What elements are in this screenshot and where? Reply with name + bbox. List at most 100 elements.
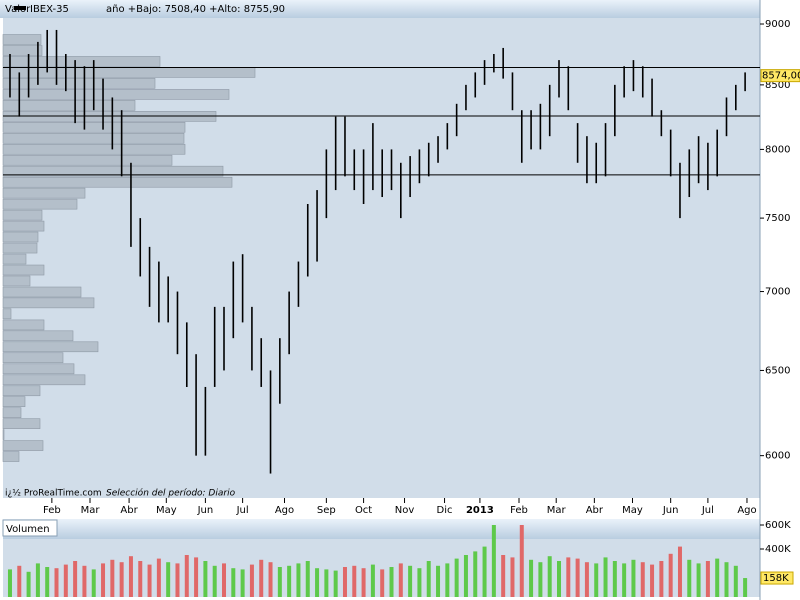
volume-bar [547,556,552,597]
volume-title-box [2,519,58,537]
x-tick-label: Oct [355,505,372,516]
volume-bar [529,559,534,597]
volume-bar [445,563,450,597]
volume-profile-bar [2,429,5,440]
volume-bar [45,567,50,597]
footer-period: Selección del período: Diario [106,488,236,499]
x-tick-label: 2013 [466,505,494,516]
volume-bar [594,563,599,597]
y-tick-label: 7500 [765,213,790,224]
volume-bar [277,567,282,597]
volume-bar [715,558,720,597]
x-tick-label: Mar [547,505,567,516]
volume-profile-bar [2,451,20,462]
volume-bar [26,571,31,597]
volume-bar [603,557,608,597]
volume-profile-bar [2,440,44,451]
volume-bar [268,562,273,597]
x-tick-label: Jun [662,505,679,516]
volume-bar [184,555,189,597]
volume-bar [436,565,441,597]
volume-bar [733,565,738,597]
volume-bar [640,562,645,597]
x-tick-label: Jul [236,505,249,516]
volume-bar [491,525,496,597]
volume-bar [296,563,301,597]
header-bar [0,0,760,18]
volume-bar [175,563,180,597]
volume-bar [463,555,468,597]
x-tick-label: Jul [701,505,714,516]
y-tick-label: 8500 [765,80,790,91]
last-volume-label: 158K [763,573,789,584]
volume-bar [119,562,124,597]
volume-bar [7,569,12,597]
volume-bar [426,561,431,597]
volume-profile-bar [2,363,75,375]
volume-bar [240,569,245,597]
volume-profile-bar [2,154,173,166]
volume-bar [352,565,357,597]
volume-bar [705,561,710,597]
volume-bar [501,555,506,597]
x-tick-label: Nov [395,505,415,516]
volume-bar [519,525,524,597]
volume-bar [17,565,22,597]
volume-bar [333,570,338,597]
volume-bar [361,568,366,597]
last-price-box [760,69,800,83]
volume-bar [128,556,133,597]
volume-bar [73,561,78,597]
x-tick-label: May [622,505,643,516]
volume-bar [259,559,264,597]
x-tick-label: Abr [120,505,138,516]
y-tick-label: 7000 [765,287,790,298]
volume-profile-bar [2,187,86,199]
volume-profile-bar [2,330,74,342]
volume-profile-bar [2,45,43,56]
x-tick-label: Sep [317,505,336,516]
x-tick-label: Abr [586,505,604,516]
volume-profile-bar [2,242,38,254]
volume-bar [417,568,422,597]
volume-profile-bar [2,275,31,287]
header-symbol: IBEX-35 [30,4,69,15]
x-tick-label: Feb [510,505,528,516]
volume-profile-bar [2,264,45,276]
volume-profile-bar [2,165,224,177]
volume-profile-bar [2,297,95,309]
volume-profile-bar [2,132,185,144]
volume-profile-bar [2,396,26,407]
volume-bar [35,563,40,597]
volume-bar [156,558,161,597]
volume-bar [305,561,310,597]
volume-bar [63,564,68,597]
volume-profile-bar [2,34,42,45]
volume-profile-bar [2,308,12,320]
volume-profile-bar [2,374,86,386]
y-tick-label: 8000 [765,144,790,155]
volume-profile-bar [2,231,39,243]
y-tick-label: 6500 [765,365,790,376]
header-label: Valor [5,4,31,15]
volume-profile-bar [2,89,230,100]
volume-profile-bar [2,78,156,89]
volume-header [3,519,760,539]
volume-bar [538,562,543,597]
volume-bar [138,561,143,597]
volume-bar [82,565,87,597]
volume-bar [650,564,655,597]
volume-bar [482,546,487,597]
volume-bar [231,568,236,597]
volume-bar [408,565,413,597]
volume-bar [110,559,115,597]
volume-profile-bar [2,418,41,429]
volume-bar [622,563,627,597]
volume-profile-bar [2,286,82,298]
x-tick-label: Ago [275,505,294,516]
volume-profile-bar [2,67,256,78]
volume-title: Volumen [6,524,50,535]
volume-profile-bar [2,56,161,67]
volume-bar [287,565,292,597]
